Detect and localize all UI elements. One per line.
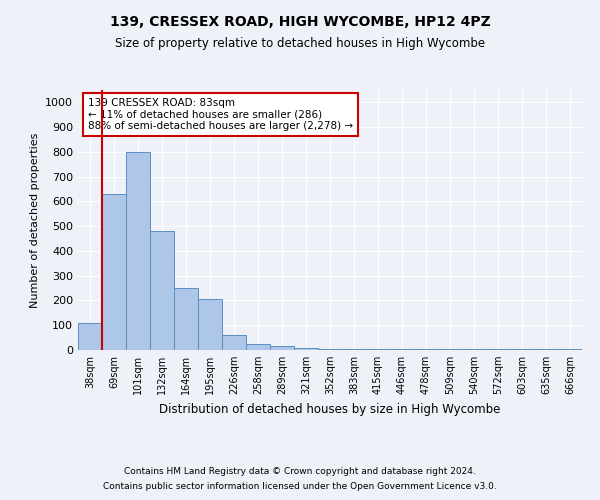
Bar	[78, 323, 102, 350]
Bar	[102, 194, 126, 350]
Bar	[342, 349, 366, 350]
Text: 139, CRESSEX ROAD, HIGH WYCOMBE, HP12 4PZ: 139, CRESSEX ROAD, HIGH WYCOMBE, HP12 4P…	[110, 15, 490, 29]
Bar	[366, 349, 390, 350]
Bar	[246, 344, 270, 350]
Y-axis label: Number of detached properties: Number of detached properties	[29, 132, 40, 308]
Text: Size of property relative to detached houses in High Wycombe: Size of property relative to detached ho…	[115, 38, 485, 51]
Bar	[222, 335, 246, 350]
Bar	[174, 288, 198, 350]
Bar	[390, 349, 414, 350]
Bar	[126, 152, 150, 350]
Text: 139 CRESSEX ROAD: 83sqm
← 11% of detached houses are smaller (286)
88% of semi-d: 139 CRESSEX ROAD: 83sqm ← 11% of detache…	[88, 98, 353, 131]
X-axis label: Distribution of detached houses by size in High Wycombe: Distribution of detached houses by size …	[160, 402, 500, 415]
Bar	[294, 348, 318, 350]
Bar	[198, 299, 222, 350]
Bar	[150, 231, 174, 350]
Text: Contains public sector information licensed under the Open Government Licence v3: Contains public sector information licen…	[103, 482, 497, 491]
Text: Contains HM Land Registry data © Crown copyright and database right 2024.: Contains HM Land Registry data © Crown c…	[124, 467, 476, 476]
Bar	[318, 349, 342, 350]
Bar	[270, 346, 294, 350]
